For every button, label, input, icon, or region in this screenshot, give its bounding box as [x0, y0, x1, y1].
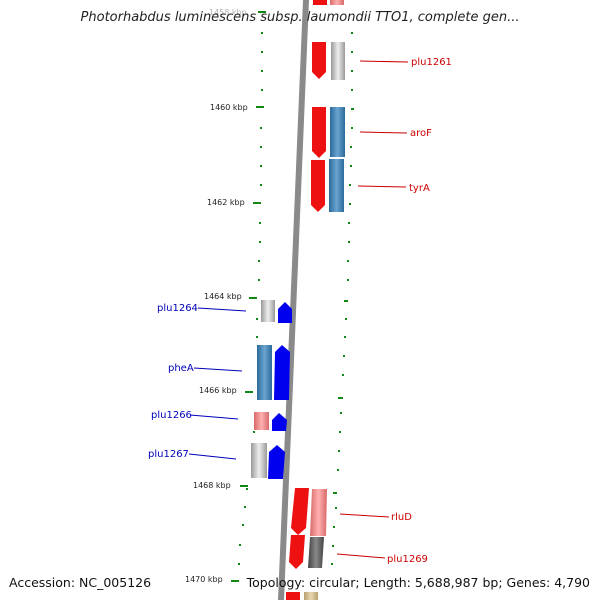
gene-block	[310, 489, 327, 536]
gene-arrow[interactable]	[289, 535, 305, 569]
gene-block	[308, 537, 324, 568]
gene-arrow-clipped[interactable]	[286, 592, 300, 600]
gene-block	[251, 443, 267, 478]
gene-plu1269[interactable]	[289, 535, 324, 569]
gene-block	[329, 159, 344, 212]
gene-block	[261, 300, 275, 322]
gene-label-plu1267[interactable]: plu1267	[148, 449, 189, 460]
gene-label-plu1264[interactable]: plu1264	[157, 303, 198, 314]
accession-text: Accession: NC_005126	[9, 575, 152, 590]
gene-label-tyra[interactable]: tyrA	[409, 183, 430, 194]
tick-label: 1466 kbp	[199, 386, 237, 395]
gene-label-plu1269[interactable]: plu1269	[387, 554, 428, 565]
tick-label: 1464 kbp	[204, 292, 242, 301]
gene-arof[interactable]	[312, 107, 345, 158]
gene-arrow-clipped[interactable]	[313, 0, 327, 5]
gene-arrow[interactable]	[291, 488, 309, 535]
tick-label: 1468 kbp	[193, 481, 231, 490]
tick-mark-1466	[245, 391, 253, 393]
gene-block	[331, 42, 345, 80]
gene-arrow[interactable]	[311, 160, 325, 212]
gene-arrow[interactable]	[312, 42, 326, 79]
gene-block	[257, 345, 272, 400]
inner-dotted-track	[238, 32, 263, 565]
tick-mark-1462	[253, 202, 261, 204]
gene-arrow[interactable]	[312, 107, 326, 158]
genome-backbone	[278, 0, 309, 600]
gene-label-phea[interactable]: pheA	[168, 363, 194, 374]
gene-label-plu1266[interactable]: plu1266	[151, 410, 192, 421]
map-title: Photorhabdus luminescens subsp. laumondi…	[80, 10, 520, 25]
tick-label-1458: 1458 kbp	[209, 8, 247, 17]
gene-plu1267[interactable]	[251, 443, 285, 479]
gene-plu1266[interactable]	[254, 412, 287, 431]
tick-label: 1462 kbp	[207, 198, 245, 207]
gene-rlud[interactable]	[291, 488, 327, 536]
gene-label-plu1261[interactable]: plu1261	[411, 57, 452, 68]
leader-lines-reverse	[188, 307, 247, 460]
tick-mark-1464	[249, 297, 257, 299]
scale-ticks	[231, 11, 266, 582]
gene-plu1264[interactable]	[261, 300, 292, 323]
tick-mark-1458	[258, 11, 266, 13]
tick-mark-1468	[240, 485, 248, 487]
tick-mark-1470	[231, 580, 239, 582]
tick-mark-1460	[256, 106, 264, 108]
gene-phea[interactable]	[257, 345, 290, 400]
gene-plu1261[interactable]	[312, 42, 345, 80]
topology-text: Topology: circular; Length: 5,688,987 bp…	[246, 575, 590, 590]
gene-arrow[interactable]	[272, 413, 287, 431]
leader-lines-forward	[336, 60, 409, 559]
gene-tyra[interactable]	[311, 159, 344, 212]
outer-dotted-track	[331, 32, 354, 565]
gene-block-clipped	[304, 592, 318, 600]
gene-arrow[interactable]	[268, 445, 285, 479]
gene-label-arof[interactable]: aroF	[410, 128, 432, 139]
tick-label: 1470 kbp	[185, 575, 223, 584]
gene-block-clipped	[330, 0, 344, 5]
gene-block	[254, 412, 269, 430]
tick-label: 1460 kbp	[210, 103, 248, 112]
gene-block	[330, 107, 345, 157]
gene-arrow[interactable]	[274, 345, 290, 400]
gene-arrow[interactable]	[278, 302, 292, 323]
gene-label-rlud[interactable]: rluD	[391, 512, 412, 523]
